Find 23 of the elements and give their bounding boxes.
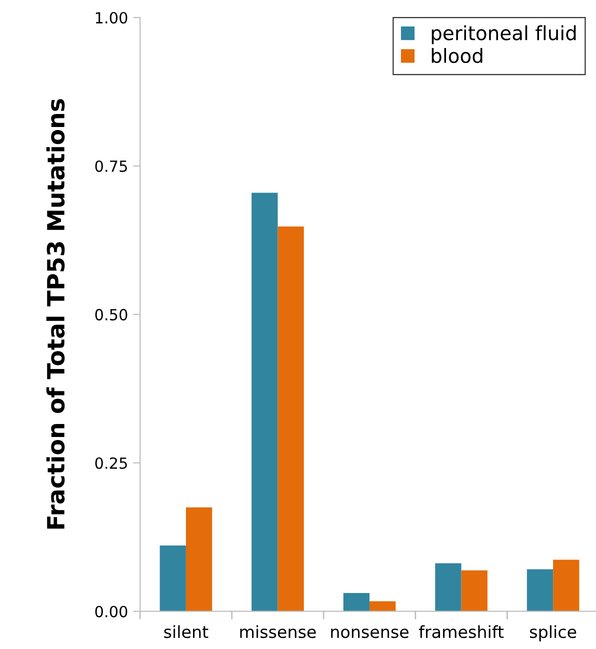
y-axis-title: Fraction of Total TP53 Mutations xyxy=(46,99,65,529)
bar xyxy=(461,570,488,612)
bar xyxy=(435,563,462,612)
bar xyxy=(278,226,304,612)
legend-label: blood xyxy=(432,48,482,64)
y-tick-label: 0.50 xyxy=(95,308,128,320)
x-tick-label: splice xyxy=(530,625,576,642)
y-tick-label: 0.00 xyxy=(95,606,128,618)
x-tick-label: frameshift xyxy=(418,625,504,638)
bar xyxy=(343,592,370,612)
bar xyxy=(160,545,186,612)
bar xyxy=(252,192,278,612)
y-tick-label: 0.25 xyxy=(95,457,127,469)
y-tick-label: 1.00 xyxy=(96,12,128,24)
x-tick-label: silent xyxy=(164,625,208,638)
bar xyxy=(553,560,580,612)
bar xyxy=(370,601,396,612)
bar xyxy=(186,507,212,612)
x-tick-label: missense xyxy=(240,625,316,638)
bar xyxy=(526,569,554,612)
y-tick-label: 0.75 xyxy=(95,160,127,172)
x-tick-label: nonsense xyxy=(331,628,409,638)
legend-label: peritoneal fluid xyxy=(432,25,576,44)
